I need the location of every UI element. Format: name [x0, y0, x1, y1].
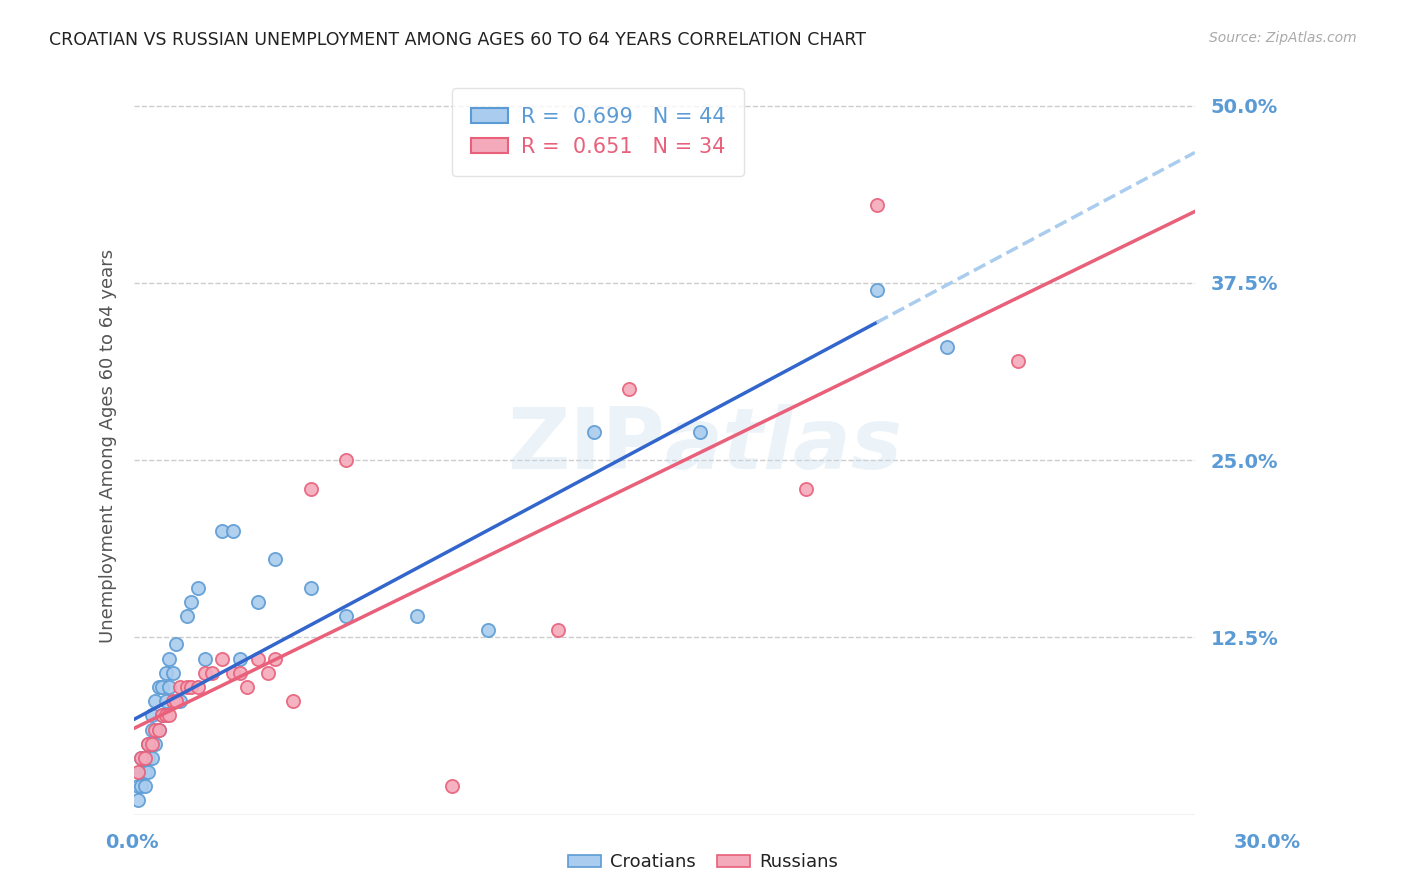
Point — [176, 680, 198, 694]
Point — [155, 708, 177, 723]
Point — [299, 581, 322, 595]
Point — [794, 482, 817, 496]
Point — [148, 723, 170, 737]
Point — [299, 482, 322, 496]
Point — [127, 765, 149, 780]
Point — [127, 793, 149, 807]
Point — [201, 665, 224, 680]
Point — [865, 283, 887, 297]
Point — [194, 665, 217, 680]
Point — [134, 751, 156, 765]
Point — [169, 680, 191, 694]
Point — [148, 723, 170, 737]
Point — [155, 665, 177, 680]
Point — [157, 680, 180, 694]
Point — [150, 680, 173, 694]
Point — [211, 651, 233, 665]
Point — [136, 751, 159, 765]
Point — [222, 524, 245, 538]
Point — [264, 651, 287, 665]
Point — [936, 340, 959, 354]
Point — [229, 651, 252, 665]
Point — [136, 737, 159, 751]
Point — [150, 708, 173, 723]
Text: atlas: atlas — [665, 404, 903, 488]
Point — [194, 651, 217, 665]
Point — [169, 694, 191, 708]
Point — [141, 708, 163, 723]
Point — [865, 198, 887, 212]
Point — [236, 680, 259, 694]
Point — [335, 609, 357, 624]
Point — [136, 765, 159, 780]
Point — [129, 751, 152, 765]
Point — [187, 680, 209, 694]
Point — [141, 751, 163, 765]
Point — [689, 425, 711, 439]
Point — [157, 651, 180, 665]
Legend: R =  0.699   N = 44, R =  0.651   N = 34: R = 0.699 N = 44, R = 0.651 N = 34 — [453, 87, 744, 176]
Point — [166, 637, 188, 651]
Point — [477, 624, 499, 638]
Point — [257, 665, 280, 680]
Point — [264, 552, 287, 566]
Point — [617, 382, 640, 396]
Point — [129, 779, 152, 793]
Point — [166, 694, 188, 708]
Point — [582, 425, 605, 439]
Text: ZIP: ZIP — [506, 404, 665, 488]
Point — [406, 609, 429, 624]
Point — [1007, 354, 1029, 368]
Point — [547, 624, 569, 638]
Text: 0.0%: 0.0% — [105, 833, 159, 853]
Point — [141, 723, 163, 737]
Point — [162, 694, 184, 708]
Point — [162, 665, 184, 680]
Point — [134, 779, 156, 793]
Point — [157, 708, 180, 723]
Point — [281, 694, 304, 708]
Point — [150, 708, 173, 723]
Point — [180, 680, 202, 694]
Point — [148, 680, 170, 694]
Point — [134, 751, 156, 765]
Point — [143, 723, 166, 737]
Text: CROATIAN VS RUSSIAN UNEMPLOYMENT AMONG AGES 60 TO 64 YEARS CORRELATION CHART: CROATIAN VS RUSSIAN UNEMPLOYMENT AMONG A… — [49, 31, 866, 49]
Point — [143, 694, 166, 708]
Point — [211, 524, 233, 538]
Point — [180, 595, 202, 609]
Point — [246, 595, 269, 609]
Point — [155, 694, 177, 708]
Text: Source: ZipAtlas.com: Source: ZipAtlas.com — [1209, 31, 1357, 45]
Text: 30.0%: 30.0% — [1233, 833, 1301, 853]
Point — [141, 737, 163, 751]
Point — [176, 609, 198, 624]
Point — [127, 779, 149, 793]
Point — [229, 665, 252, 680]
Point — [222, 665, 245, 680]
Point — [134, 765, 156, 780]
Point — [143, 737, 166, 751]
Point — [136, 737, 159, 751]
Point — [246, 651, 269, 665]
Legend: Croatians, Russians: Croatians, Russians — [561, 847, 845, 879]
Point — [441, 779, 464, 793]
Point — [335, 453, 357, 467]
Point — [187, 581, 209, 595]
Point — [129, 765, 152, 780]
Y-axis label: Unemployment Among Ages 60 to 64 years: Unemployment Among Ages 60 to 64 years — [100, 249, 117, 643]
Point — [129, 751, 152, 765]
